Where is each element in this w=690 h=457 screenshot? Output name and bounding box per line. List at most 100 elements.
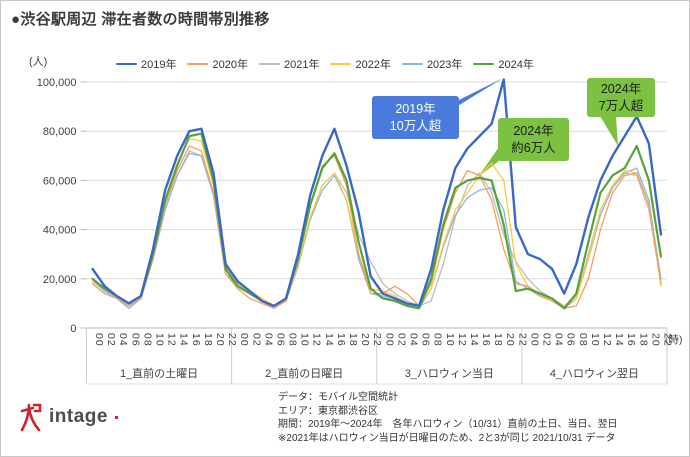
note-line: ※2021年はハロウィン当日が日曜日のため、2と3が同じ 2021/10/31 … <box>278 432 616 444</box>
x-axis-unit-label: (時) <box>665 334 683 346</box>
svg-text:06: 06 <box>420 333 432 347</box>
legend-swatch <box>116 62 137 66</box>
svg-text:12: 12 <box>456 333 468 347</box>
callout-line: 2024年 <box>600 82 642 96</box>
svg-text:40,000: 40,000 <box>43 225 77 237</box>
note-line: エリア：東京都渋谷区 <box>278 405 378 417</box>
svg-text:2_直前の日曜日: 2_直前の日曜日 <box>265 366 343 380</box>
svg-text:10: 10 <box>299 333 311 347</box>
intage-logo-mark <box>20 403 42 432</box>
svg-text:08: 08 <box>287 333 299 347</box>
svg-text:00: 00 <box>238 333 250 347</box>
legend-label: 2021年 <box>283 59 320 71</box>
svg-text:04: 04 <box>407 333 419 347</box>
legend-label: 2020年 <box>212 59 248 71</box>
svg-text:0: 0 <box>70 323 76 335</box>
callout-line: 約6万人 <box>511 140 556 155</box>
svg-text:06: 06 <box>274 333 286 347</box>
callout-2019-peak: 2019年 10万人超 <box>372 96 459 139</box>
svg-text:02: 02 <box>105 333 117 347</box>
svg-text:18: 18 <box>637 333 649 347</box>
callout-line: 7万人超 <box>598 98 644 113</box>
svg-text:22: 22 <box>226 333 238 347</box>
svg-text:12: 12 <box>311 333 323 347</box>
legend-item: 2020年 <box>187 56 248 72</box>
legend-swatch <box>258 62 280 66</box>
svg-text:18: 18 <box>492 333 504 347</box>
legend-item: 2023年 <box>401 56 463 72</box>
svg-text:16: 16 <box>480 333 492 347</box>
svg-text:00: 00 <box>383 333 395 347</box>
svg-text:4_ハロウィン翌日: 4_ハロウィン翌日 <box>550 367 639 380</box>
note-line: データ：モバイル空間統計 <box>278 392 398 403</box>
y-axis-unit-label: (人) <box>29 56 48 68</box>
svg-text:20: 20 <box>504 333 516 347</box>
svg-text:10: 10 <box>589 333 601 347</box>
svg-text:04: 04 <box>553 333 565 347</box>
svg-text:04: 04 <box>262 333 274 347</box>
legend-swatch <box>187 62 209 66</box>
svg-text:12: 12 <box>166 333 178 347</box>
chart-title: ●渋谷駅周辺 滞在者数の時間帯別推移 <box>11 11 270 28</box>
legend-label: 2024年 <box>498 59 534 71</box>
legend-item: 2021年 <box>258 56 320 72</box>
svg-text:20: 20 <box>214 333 226 347</box>
legend-label: 2022年 <box>355 59 391 71</box>
svg-text:10: 10 <box>444 333 456 347</box>
svg-text:08: 08 <box>577 333 589 347</box>
svg-text:1_直前の土曜日: 1_直前の土曜日 <box>120 366 198 380</box>
callout-2024-halloween: 2024年 約6万人 <box>498 118 569 161</box>
svg-text:16: 16 <box>625 333 637 347</box>
svg-text:22: 22 <box>516 333 528 347</box>
legend-label: 2019年 <box>141 59 177 71</box>
legend-swatch <box>473 62 495 66</box>
svg-text:02: 02 <box>395 333 407 347</box>
svg-text:20,000: 20,000 <box>43 274 77 286</box>
svg-text:12: 12 <box>601 333 613 347</box>
svg-text:22: 22 <box>371 333 383 347</box>
svg-text:06: 06 <box>129 333 141 347</box>
svg-text:14: 14 <box>323 333 335 347</box>
svg-text:14: 14 <box>178 333 190 347</box>
svg-text:08: 08 <box>432 333 444 347</box>
callout-2024-dayafter: 2024年 7万人超 <box>587 78 655 117</box>
svg-text:20: 20 <box>359 333 371 347</box>
svg-text:14: 14 <box>468 333 480 347</box>
callout-line: 2024年 <box>513 124 554 138</box>
svg-text:06: 06 <box>565 333 577 347</box>
svg-text:22: 22 <box>661 333 673 347</box>
svg-text:16: 16 <box>190 333 202 347</box>
legend-label: 2023年 <box>426 59 463 71</box>
svg-text:18: 18 <box>202 333 214 347</box>
svg-text:02: 02 <box>250 333 262 347</box>
svg-text:08: 08 <box>141 333 153 347</box>
callout-line: 2019年 <box>395 102 436 116</box>
svg-text:02: 02 <box>541 333 553 347</box>
legend-item: 2022年 <box>330 56 391 72</box>
legend-swatch <box>330 62 352 66</box>
legend-item: 2019年 <box>116 56 176 72</box>
svg-text:14: 14 <box>613 333 625 347</box>
svg-text:18: 18 <box>347 333 359 347</box>
svg-text:60,000: 60,000 <box>43 175 77 187</box>
svg-text:20: 20 <box>649 333 661 347</box>
svg-text:00: 00 <box>528 333 540 347</box>
note-line: 期間：2019年～2024年 各年ハロウィン（10/31）直前の土日、当日、翌日 <box>278 419 618 430</box>
svg-text:10: 10 <box>154 333 166 347</box>
svg-text:16: 16 <box>335 333 347 347</box>
svg-text:04: 04 <box>117 333 129 347</box>
callout-line: 10万人超 <box>389 118 442 133</box>
intage-logo-text: intage <box>49 406 108 427</box>
legend-swatch <box>401 62 423 66</box>
chart-legend: 2019年 2020年 2021年 2022年 2023年 2024年 <box>116 56 534 72</box>
svg-text:100,000: 100,000 <box>37 77 77 89</box>
intage-logo-dot <box>114 415 118 419</box>
svg-text:3_ハロウィン当日: 3_ハロウィン当日 <box>405 366 494 380</box>
intage-logo: intage <box>19 402 118 432</box>
svg-text:00: 00 <box>93 333 105 347</box>
source-notes: データ：モバイル空間統計 エリア：東京都渋谷区 期間：2019年～2024年 各… <box>278 391 618 445</box>
svg-text:80,000: 80,000 <box>43 126 77 138</box>
legend-item: 2024年 <box>473 56 534 72</box>
